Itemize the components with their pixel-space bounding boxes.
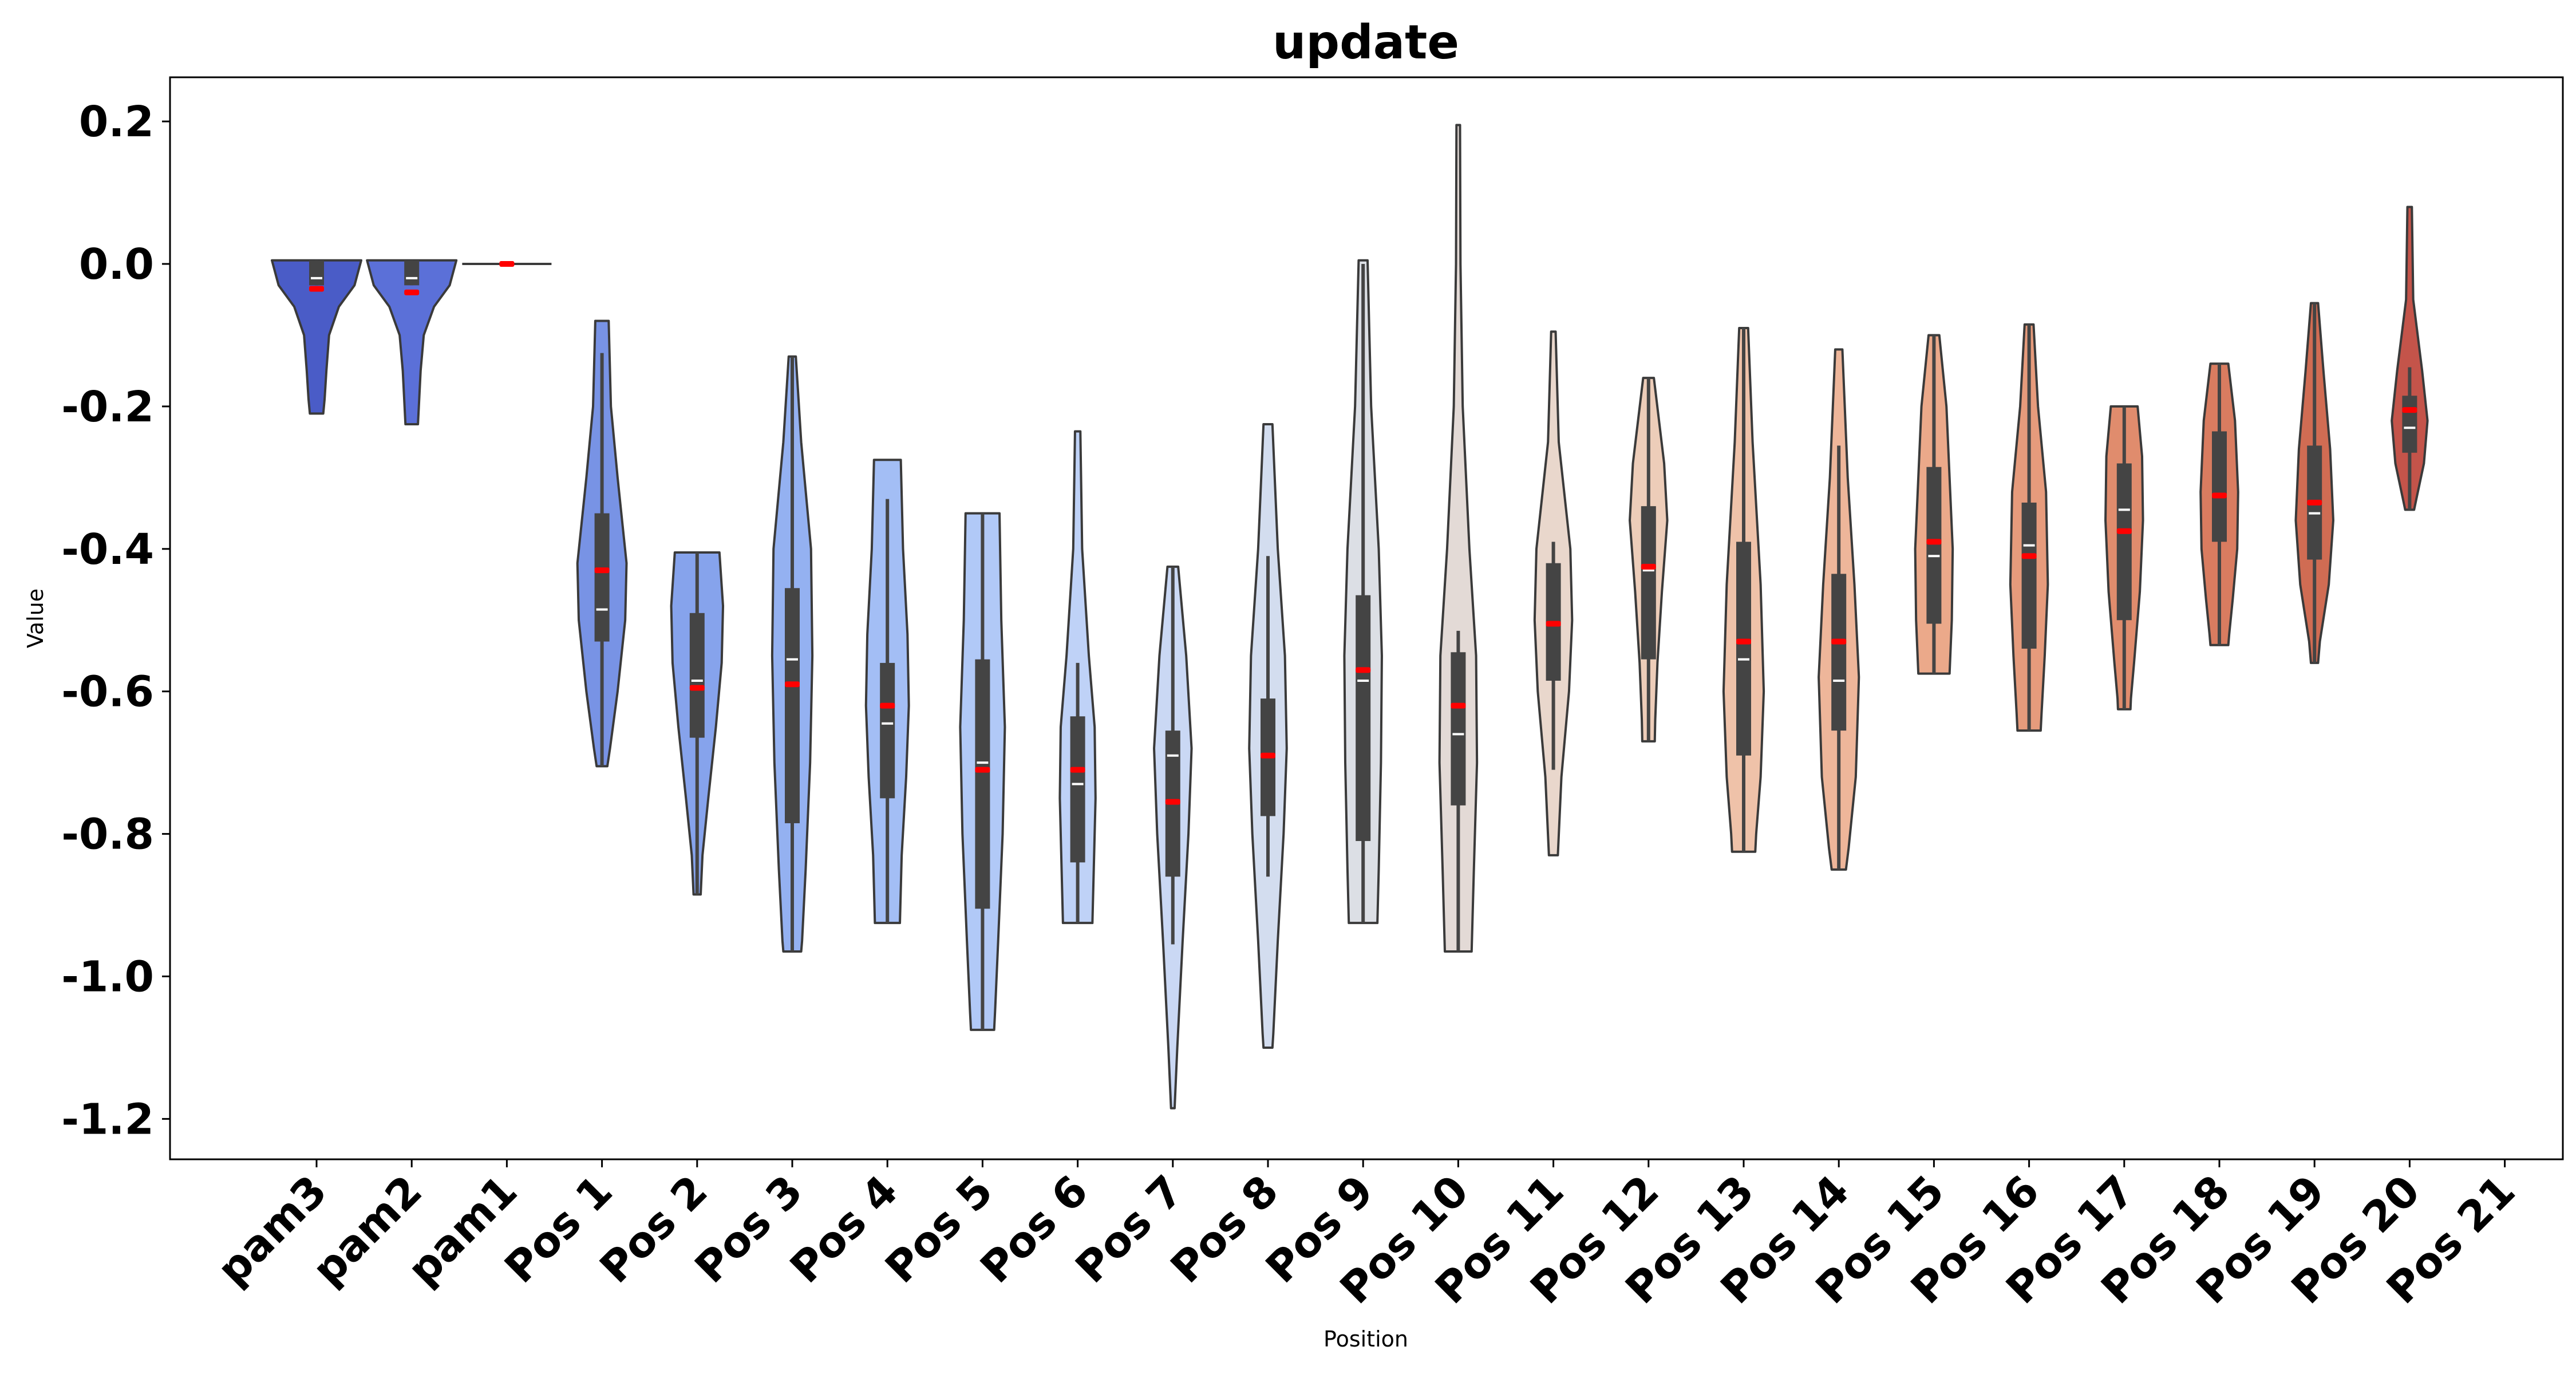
violin-pos-2	[670, 551, 725, 896]
violin-pos-4	[864, 459, 910, 925]
mean-marker	[1926, 539, 1942, 545]
mean-marker	[2402, 407, 2417, 413]
mean-marker	[404, 289, 420, 295]
iqr-box	[2212, 431, 2227, 542]
mean-marker	[880, 702, 895, 709]
y-tick-label: -0.2	[61, 382, 154, 432]
violin-pos-1	[576, 319, 628, 768]
iqr-box	[2402, 396, 2417, 453]
violin-pos-16	[2009, 323, 2049, 732]
mean-marker	[1736, 638, 1751, 645]
mean-marker	[2116, 528, 2132, 534]
violins-layer	[271, 124, 2429, 1110]
y-axis-label: Value	[23, 589, 48, 648]
violin-pos-15	[1914, 334, 1954, 675]
chart-title: update	[1273, 15, 1459, 70]
mean-marker	[1451, 702, 1466, 709]
violin-pos-12	[1629, 377, 1669, 743]
violin-pos-19	[2294, 302, 2334, 664]
violin-pam3	[271, 259, 362, 415]
mean-marker	[2307, 499, 2322, 506]
iqr-box	[594, 513, 610, 642]
violin-pam1	[462, 261, 552, 267]
mean-marker	[1641, 563, 1656, 570]
violin-pos-3	[771, 355, 814, 953]
y-axis: 0.2 0.0 -0.2 -0.4 -0.6 -0.8 -1.0 -1.2	[61, 97, 170, 1144]
violin-pos-9	[1343, 259, 1383, 925]
violin-pos-6	[1058, 430, 1097, 925]
iqr-box	[880, 662, 895, 799]
iqr-box	[1926, 467, 1942, 624]
violin-pam2	[366, 259, 458, 426]
y-tick-label: 0.2	[79, 97, 154, 147]
iqr-box	[785, 588, 800, 823]
y-tick-label: -1.0	[61, 953, 154, 1002]
mean-marker	[1165, 799, 1180, 805]
y-tick-label: -0.8	[61, 810, 154, 859]
plot-frame	[169, 76, 2564, 1160]
iqr-box	[404, 260, 420, 286]
iqr-box	[309, 260, 324, 286]
violin-pos-10	[1438, 124, 1479, 953]
iqr-box	[2021, 502, 2037, 649]
violin-body	[1438, 124, 1479, 953]
iqr-box	[1356, 595, 1371, 842]
violin-pos-7	[1153, 565, 1193, 1110]
violin-pos-5	[959, 512, 1006, 1031]
y-tick-label: -1.2	[61, 1095, 154, 1144]
x-axis-label: Position	[1323, 1326, 1408, 1352]
mean-marker	[975, 767, 990, 773]
violin-pos-8	[1248, 423, 1288, 1049]
violin-pos-20	[2391, 206, 2429, 511]
iqr-box	[1641, 506, 1656, 660]
mean-marker	[2021, 553, 2037, 559]
mean-marker	[1070, 767, 1085, 773]
violin-pos-18	[2199, 362, 2239, 646]
iqr-box	[689, 613, 705, 738]
violin-pos-17	[2104, 405, 2144, 710]
mean-marker	[2212, 492, 2227, 499]
mean-marker	[1546, 621, 1561, 627]
mean-marker	[785, 681, 800, 688]
y-tick-label: 0.0	[79, 240, 154, 289]
mean-marker	[499, 261, 515, 267]
iqr-box	[1736, 542, 1751, 756]
iqr-box	[1831, 574, 1847, 731]
violin-body	[2391, 206, 2429, 511]
iqr-box	[1451, 652, 1466, 806]
violin-pos-14	[1818, 348, 1860, 871]
violin-body	[271, 259, 362, 415]
y-tick-label: -0.4	[61, 525, 154, 574]
violin-pos-13	[1722, 327, 1765, 853]
mean-marker	[309, 286, 324, 292]
iqr-box	[975, 659, 990, 909]
violin-body	[366, 259, 458, 426]
mean-marker	[689, 685, 705, 691]
violin-pos-11	[1533, 330, 1574, 856]
mean-marker	[1831, 638, 1847, 645]
iqr-box	[2116, 463, 2132, 621]
mean-marker	[594, 567, 610, 574]
iqr-box	[1070, 716, 1085, 863]
mean-marker	[1356, 667, 1371, 673]
mean-marker	[1261, 752, 1275, 759]
y-tick-label: -0.6	[61, 668, 154, 717]
